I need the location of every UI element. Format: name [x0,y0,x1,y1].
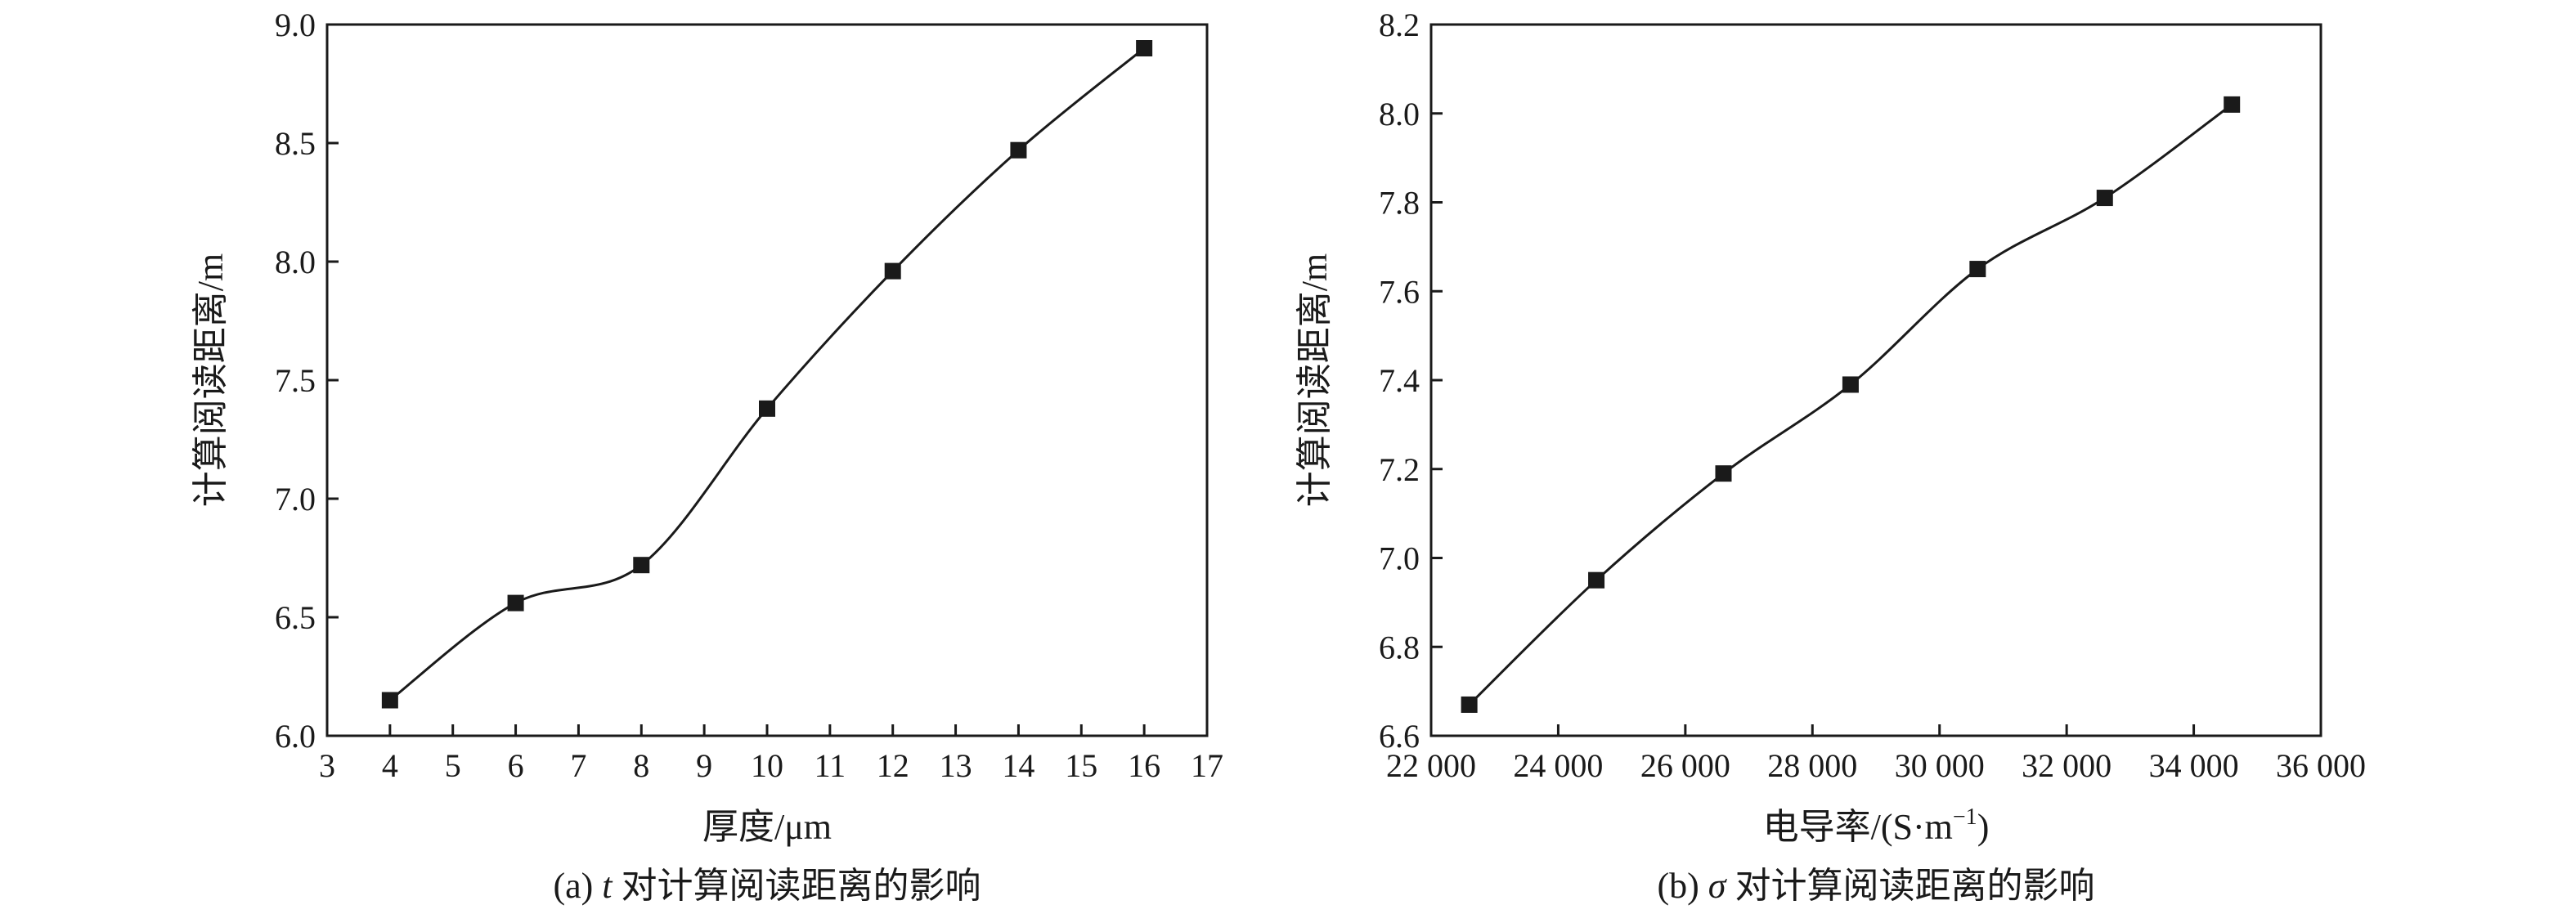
chart-b-y-tick-label: 6.8 [1379,629,1420,665]
chart-b-y-tick-label: 7.8 [1379,185,1420,222]
chart-b-x-tick-label: 36 000 [2276,747,2366,784]
chart-a-x-tick-label: 12 [877,747,909,784]
chart-b-data-point [2224,96,2241,113]
chart-a-x-tick-label: 13 [940,747,972,784]
chart-b-y-tick-label: 7.4 [1379,362,1420,399]
chart-a-data-point [884,262,901,280]
chart-a-caption-suffix: 对计算阅读距离的影响 [613,866,981,906]
chart-a-y-axis-label: 计算阅读距离/m [191,253,231,507]
chart-a-y-ticks: 6.0 6.5 7.0 7.5 8.0 8.5 9.0 [275,7,339,755]
chart-a-y-tick-label: 6.0 [275,718,316,755]
chart-b-x-axis-label-end: ) [1977,807,1990,847]
chart-a-series-line [388,47,1146,701]
chart-a-y-tick-label: 8.0 [275,244,316,280]
chart-a-x-tick-label: 4 [382,747,398,784]
chart-a-x-tick-label: 10 [751,747,783,784]
chart-a-caption-symbol: t [602,866,613,906]
chart-a-x-tick-label: 5 [445,747,461,784]
chart-b-x-tick-label: 26 000 [1640,747,1730,784]
chart-b-caption-prefix: (b) [1657,866,1708,906]
chart-b-x-tick-label: 30 000 [1895,747,1985,784]
chart-b-x-tick-label: 32 000 [2022,747,2112,784]
chart-b-data-point [1969,261,1986,278]
chart-a-markers [381,40,1153,709]
chart-b-data-point [2096,190,2113,207]
chart-b-x-tick-label: 34 000 [2149,747,2239,784]
chart-b-caption-suffix: 对计算阅读距离的影响 [1726,866,2095,906]
chart-b-y-ticks: 6.6 6.8 7.0 7.2 7.4 7.6 7.8 8.0 8.2 [1379,7,1443,755]
chart-a-y-tick-label: 7.5 [275,362,316,399]
chart-a-x-ticks: 3 4 5 6 7 8 9 10 11 12 13 14 15 16 17 [319,724,1223,784]
chart-b-x-ticks: 22 000 24 000 26 000 28 000 30 000 32 000 34 0… [1386,724,2366,784]
chart-a-x-tick-label: 3 [319,747,335,784]
chart-a-x-tick-label: 16 [1128,747,1160,784]
chart-a-data-point [759,400,775,417]
chart-b-y-tick-label: 7.0 [1379,540,1420,577]
chart-b-x-tick-label: 22 000 [1386,747,1476,784]
chart-b-data-point [1715,465,1732,482]
chart-a-x-tick-label: 9 [696,747,712,784]
chart-b-y-axis-label: 计算阅读距离/m [1295,253,1335,507]
chart-a-data-point [1136,40,1153,56]
chart-b-x-axis-label-sup: −1 [1953,804,1977,830]
chart-a-caption-prefix: (a) [553,866,602,906]
chart-b-x-axis-label-main: 电导率/(S·m [1763,807,1953,847]
chart-b-frame [1429,23,2322,737]
chart-b-caption-symbol: σ [1708,866,1728,906]
chart-a-x-axis-label: 厚度/μm [702,807,832,847]
chart-a: 6.0 6.5 7.0 7.5 8.0 8.5 9.0 3 4 5 6 7 8 9 10 11 12 13 14 1… [191,7,1223,906]
chart-a-y-tick-label: 6.5 [275,599,316,636]
chart-b-x-axis-label: 电导率/(S·m−1) [1763,804,1990,847]
chart-b-y-tick-label: 8.2 [1379,7,1420,43]
chart-a-x-tick-label: 6 [508,747,524,784]
chart-a-y-tick-label: 7.0 [275,481,316,517]
chart-b-y-tick-label: 8.0 [1379,96,1420,132]
chart-b-data-point [1842,376,1859,393]
chart-a-x-tick-label: 14 [1002,747,1034,784]
chart-b-data-point [1588,571,1605,589]
chart-a-data-point [1010,141,1027,159]
chart-a-frame [325,23,1209,737]
chart-a-x-tick-label: 15 [1065,747,1097,784]
chart-b-markers [1461,96,2241,713]
chart-b-y-tick-label: 7.6 [1379,273,1420,310]
chart-a-x-tick-label: 7 [570,747,586,784]
chart-b: 6.6 6.8 7.0 7.2 7.4 7.6 7.8 8.0 8.2 22 000 24 000… [1295,7,2366,906]
chart-b-x-tick-label: 28 000 [1767,747,1857,784]
chart-b-caption: (b) σ 对计算阅读距离的影响 [1657,866,2094,906]
chart-b-y-tick-label: 7.2 [1379,451,1420,488]
chart-a-data-point [381,692,398,709]
chart-a-x-tick-label: 17 [1191,747,1223,784]
chart-b-x-tick-label: 24 000 [1513,747,1603,784]
chart-a-data-point [507,594,524,612]
chart-b-y-tick-label: 6.6 [1379,718,1420,755]
chart-a-data-point [633,557,650,574]
chart-b-data-point [1461,696,1478,713]
chart-a-caption: (a) t 对计算阅读距离的影响 [553,866,981,906]
chart-a-x-tick-label: 11 [815,747,846,784]
chart-a-x-tick-label: 8 [633,747,649,784]
chart-a-y-tick-label: 9.0 [275,7,316,43]
chart-b-series-line [1468,103,2233,706]
chart-a-y-tick-label: 8.5 [275,125,316,162]
